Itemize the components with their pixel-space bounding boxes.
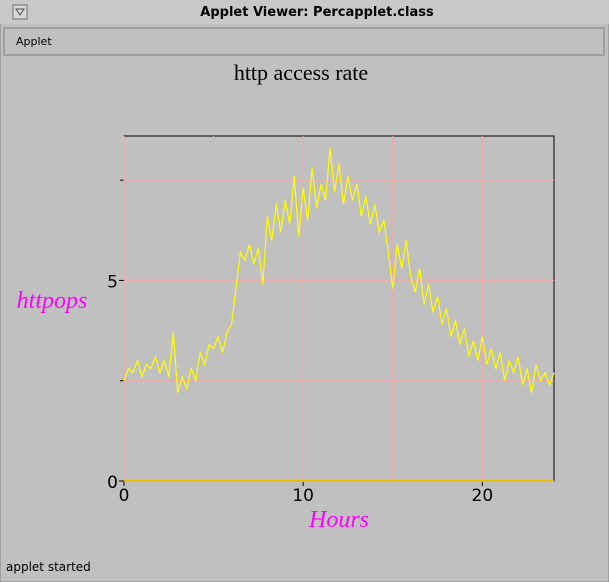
menu-button-icon: [15, 8, 25, 16]
y-tick-label: 5: [107, 272, 118, 292]
x-tick-label: 10: [292, 486, 314, 506]
y-tick-label: 0: [107, 473, 118, 493]
x-tick-label: 20: [472, 486, 494, 506]
x-axis-label: Hours: [308, 507, 369, 533]
status-text: applet started: [6, 560, 91, 574]
title-bar: [0, 0, 609, 24]
plot: 0 10 20 0 5: [107, 135, 555, 506]
y-axis-label: httpops: [17, 288, 88, 314]
chart-title: http access rate: [234, 60, 368, 85]
window-menu-button[interactable]: [12, 4, 28, 20]
x-tick-label: 0: [119, 486, 130, 506]
window-title: Applet Viewer: Percapplet.class: [200, 5, 434, 20]
menu-bar: [3, 27, 605, 56]
menu-item[interactable]: Applet: [16, 35, 52, 48]
data-line: [123, 147, 555, 393]
